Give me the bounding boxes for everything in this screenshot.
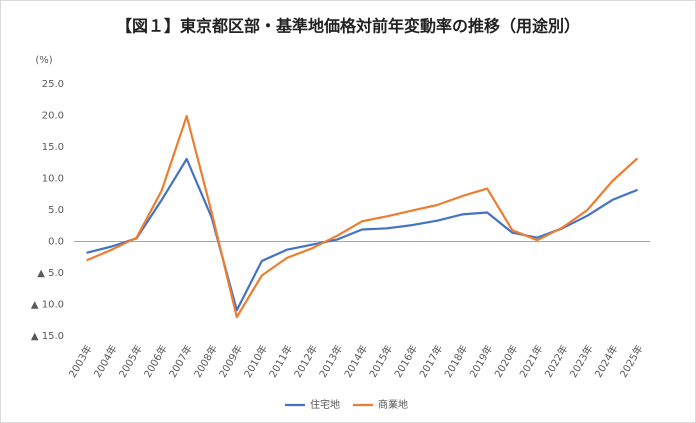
y-tick-label: 5.0 [48, 205, 64, 216]
legend-label: 住宅地 [310, 398, 340, 411]
y-tick-label: ▲ 10.0 [31, 300, 64, 311]
y-tick-label: ▲ 15.0 [31, 331, 64, 342]
y-tick-label: ▲ 5.0 [37, 268, 64, 279]
y-tick-label: 20.0 [42, 111, 64, 122]
y-tick-label: 0.0 [48, 237, 64, 248]
series-line [86, 157, 638, 312]
y-tick-label: 10.0 [42, 174, 64, 185]
chart-title: 【図１】東京都区部・基準地価格対前年変動率の推移（用途別） [116, 17, 580, 36]
y-tick-label: 15.0 [42, 142, 64, 153]
y-axis-label: (%) [35, 55, 52, 66]
y-tick-label: 25.0 [42, 79, 64, 90]
legend-label: 商業地 [378, 398, 408, 411]
series-line [86, 114, 639, 319]
